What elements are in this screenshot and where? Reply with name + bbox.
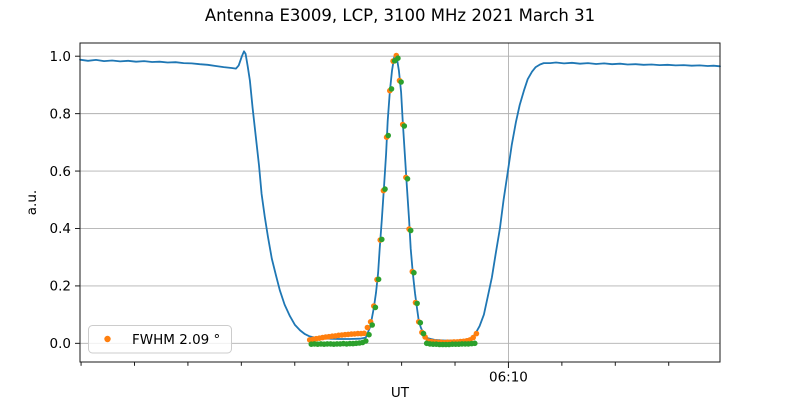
drift-scan-points bbox=[385, 132, 392, 139]
chart-title: Antenna E3009, LCP, 3100 MHz 2021 March … bbox=[205, 6, 595, 25]
fwhm-fit-points bbox=[361, 330, 368, 337]
drift-scan-points bbox=[382, 186, 388, 192]
drift-scan-points bbox=[395, 55, 401, 61]
legend-box bbox=[88, 325, 232, 354]
drift-scan-points bbox=[472, 340, 478, 347]
data-series bbox=[79, 50, 721, 348]
drift-scan-points bbox=[420, 330, 427, 337]
y-axis-label: a.u. bbox=[24, 190, 40, 215]
x-tick-label: 06:10 bbox=[489, 370, 528, 386]
y-tick-label: 0.8 bbox=[50, 106, 71, 122]
fwhm-fit-points bbox=[473, 330, 480, 337]
drift-scan-points bbox=[417, 319, 424, 326]
drift-scan-points bbox=[398, 79, 404, 85]
drift-scan-points bbox=[372, 304, 379, 311]
legend-marker-icon bbox=[104, 335, 111, 343]
x-axis-label: UT bbox=[391, 385, 410, 400]
drift-scan-points bbox=[379, 236, 385, 243]
y-tick-label: 1.0 bbox=[50, 49, 71, 65]
axes: 0.0 0.2 0.4 0.6 0.8 1.0 06:10 bbox=[50, 42, 721, 386]
drift-scan-points bbox=[388, 86, 395, 92]
y-tick-label: 0.6 bbox=[50, 164, 71, 180]
drift-scan-points bbox=[414, 300, 420, 307]
drift-scan-points bbox=[375, 276, 382, 283]
drift-scan-points bbox=[404, 176, 411, 182]
fwhm-fit-points bbox=[364, 324, 371, 331]
drift-scan-points bbox=[407, 227, 414, 234]
drift-scan-points bbox=[411, 269, 417, 276]
drift-scan-points-group bbox=[308, 55, 478, 348]
y-tick-label: 0.0 bbox=[50, 336, 71, 352]
drift-scan-points bbox=[366, 331, 372, 338]
drift-scan-points bbox=[369, 322, 376, 328]
legend: FWHM 2.09 ° bbox=[88, 325, 232, 354]
plot-spines bbox=[79, 42, 721, 363]
drift-scan-points bbox=[363, 338, 369, 344]
fwhm-fit-points-group bbox=[306, 52, 480, 346]
fwhm-fit-points bbox=[470, 334, 477, 341]
y-tick-label: 0.2 bbox=[50, 279, 71, 295]
y-tick-label: 0.4 bbox=[50, 221, 71, 237]
antenna-signal-line bbox=[79, 50, 721, 342]
drift-scan-points bbox=[401, 123, 408, 129]
legend-label: FWHM 2.09 ° bbox=[132, 332, 220, 348]
